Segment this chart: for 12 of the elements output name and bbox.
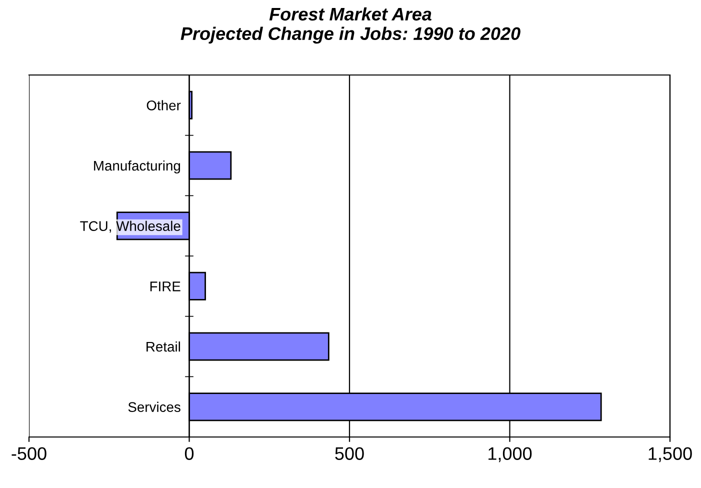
y-tick-label: Other — [146, 100, 181, 110]
y-tick-label: Manufacturing — [94, 160, 180, 174]
chart-title: Forest Market Area Projected Change in Jobs: 1990 to 2020 — [180, 7, 520, 44]
x-tick-label: 1,500 — [648, 447, 692, 462]
y-tick-label: TCU, Wholesale — [80, 220, 180, 233]
x-tick-label: 500 — [335, 447, 364, 460]
y-tick-label: Services — [128, 402, 180, 412]
x-tick-label: -500 — [12, 447, 46, 460]
x-tick-label: 0 — [184, 447, 194, 460]
y-tick-label: Retail — [146, 341, 180, 352]
y-tick-label: FIRE — [150, 282, 180, 292]
x-tick-label: 1,000 — [488, 447, 532, 462]
